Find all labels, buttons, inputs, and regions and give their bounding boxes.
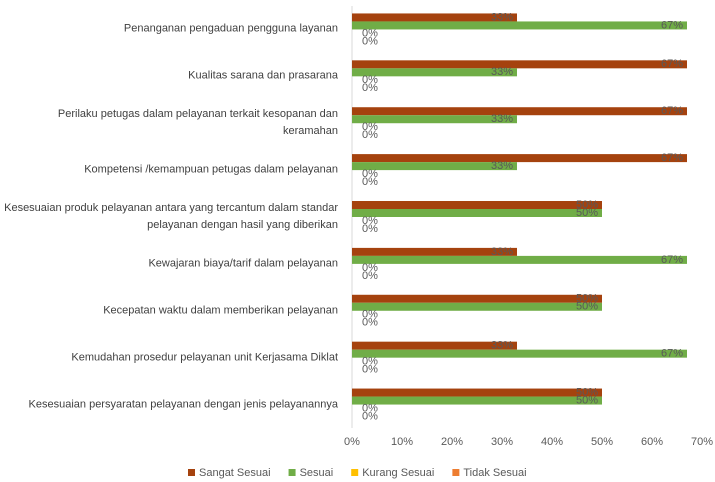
data-label: 0% [362,82,378,94]
x-tick-label: 60% [641,436,663,448]
data-label: 0% [362,317,378,329]
bar [352,13,517,22]
data-label: 0% [362,309,378,321]
legend-swatch [452,469,460,476]
bar [352,21,687,30]
data-label: 0% [362,168,378,180]
data-label: 50% [576,293,598,305]
legend-label: Sesuai [300,467,334,479]
bar [352,247,517,256]
bar [352,209,602,217]
y-tick-label: Kesesuaian produk pelayanan antara yang … [4,202,338,231]
data-label: 0% [362,410,378,422]
y-tick-label: Kualitas sarana dan prasarana [188,69,338,82]
data-label: 67% [661,348,683,360]
x-tick-label: 20% [441,436,463,448]
data-label: 33% [491,340,513,352]
y-tick-label: Kompetensi /kemampuan petugas dalam pela… [84,163,338,176]
bar [352,201,602,209]
data-label: 0% [362,270,378,282]
legend-swatch [188,469,195,476]
data-label: 0% [362,121,378,133]
data-label: 67% [661,19,683,31]
data-label: 33% [491,66,513,78]
data-label: 0% [362,74,378,86]
data-label: 50% [576,394,598,406]
bar [352,341,517,350]
data-label: 0% [362,262,378,274]
data-label: 50% [576,207,598,219]
bar [352,68,517,77]
data-label: 67% [661,254,683,266]
legend-label: Sangat Sesuai [199,467,271,479]
y-tick-label: Kesesuaian persyaratan pelayanan dengan … [28,398,338,411]
legend-swatch [351,469,359,476]
bar [352,396,602,405]
legend-label: Kurang Sesuai [362,467,434,479]
x-tick-label: 0% [344,436,360,448]
y-tick-label: Penanganan pengaduan pengguna layanan [123,22,338,35]
bar [352,388,602,397]
x-tick-label: 10% [391,436,413,448]
data-label: 33% [491,160,513,172]
data-label: 67% [661,58,683,70]
data-label: 67% [661,152,683,164]
data-label: 33% [491,246,513,258]
legend-label: Tidak Sesuai [463,467,526,479]
data-label: 67% [661,105,683,117]
data-label: 33% [491,11,513,23]
data-label: 0% [362,215,378,227]
bar [352,162,517,171]
data-label: 0% [362,176,378,188]
x-tick-label: 50% [591,436,613,448]
y-tick-label: Kewajaran biaya/tarif dalam pelayanan [148,257,338,270]
bar [352,154,687,163]
data-label: 50% [576,301,598,313]
data-label: 0% [362,356,378,368]
bar [352,294,602,303]
bar [352,349,687,358]
bar [352,302,602,311]
data-label: 0% [362,27,378,39]
bar [352,255,687,264]
y-tick-label: Kemudahan prosedur pelayanan unit Kerjas… [71,351,338,364]
data-label: 0% [362,402,378,414]
data-label: 0% [362,35,378,47]
bar [352,115,517,124]
data-label: 33% [491,113,513,125]
data-label: 50% [576,386,598,398]
data-label: 0% [362,223,378,235]
y-tick-label: Perilaku petugas dalam pelayanan terkait… [57,108,338,138]
x-tick-label: 70% [691,436,713,448]
y-tick-label: Kecepatan waktu dalam memberikan pelayan… [103,304,338,317]
data-label: 50% [576,199,598,211]
data-label: 0% [362,364,378,376]
x-tick-label: 40% [541,436,563,448]
x-tick-label: 30% [491,436,513,448]
bar [352,107,687,116]
data-label: 0% [362,129,378,141]
bar [352,60,687,69]
legend-swatch [288,469,296,476]
